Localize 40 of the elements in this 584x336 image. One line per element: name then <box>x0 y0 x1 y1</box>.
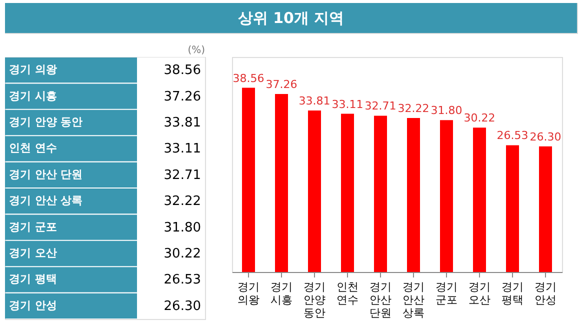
category-label: 경기 안양 동안 <box>9 116 83 128</box>
category-label: 경기 오산 <box>9 246 57 260</box>
x-tick-label: 경기 안산 단원 <box>370 280 392 320</box>
text: 38.56 <box>164 63 201 78</box>
data-label: 37.26 <box>266 78 298 91</box>
x-tick-label: 경기 군포 <box>436 280 458 306</box>
text: 33.81 <box>164 116 201 130</box>
data-label: 32.22 <box>398 102 430 116</box>
data-label: 30.22 <box>464 112 496 125</box>
x-tick-label: 경기 시흥 <box>270 280 292 306</box>
y-axis-title: (%) <box>188 45 206 56</box>
x-tick-label: 경기 안양 동안 <box>304 280 326 320</box>
text: 30.22 <box>164 246 201 262</box>
text: 26.30 <box>164 298 201 314</box>
category-label: 경기 안산 단원 <box>9 168 83 181</box>
data-label: 31.80 <box>430 104 462 118</box>
text: 31.80 <box>164 220 201 236</box>
category-label: 경기 의왕 <box>9 63 57 76</box>
category-label: 경기 안산 상록 <box>9 194 83 208</box>
data-label: 32.71 <box>364 100 396 113</box>
data-label: 33.81 <box>298 94 330 108</box>
data-label: 38.56 <box>232 72 264 85</box>
text: 33.11 <box>164 142 201 157</box>
category-label: 인천 연수 <box>9 142 57 155</box>
text: 32.22 <box>164 194 201 210</box>
chart-title: 상위 10개 지역 <box>238 9 344 27</box>
x-tick-label: 경기 안성 <box>534 280 556 306</box>
data-label: 26.30 <box>530 130 562 144</box>
x-tick-label: 경기 오산 <box>468 280 490 306</box>
text: 26.53 <box>164 272 201 288</box>
x-tick-label: 경기 의왕 <box>238 280 260 306</box>
text: 37.26 <box>164 89 201 104</box>
data-label: 33.11 <box>332 98 364 111</box>
data-label: 26.53 <box>496 129 528 142</box>
x-tick-label: 경기 안산 상록 <box>402 280 424 320</box>
text: 32.71 <box>164 168 201 183</box>
x-tick-label: 경기 평택 <box>502 280 524 306</box>
category-label: 경기 시흥 <box>9 89 57 102</box>
category-label: 경기 군포 <box>9 220 57 234</box>
x-tick-label: 인천 연수 <box>336 280 358 306</box>
